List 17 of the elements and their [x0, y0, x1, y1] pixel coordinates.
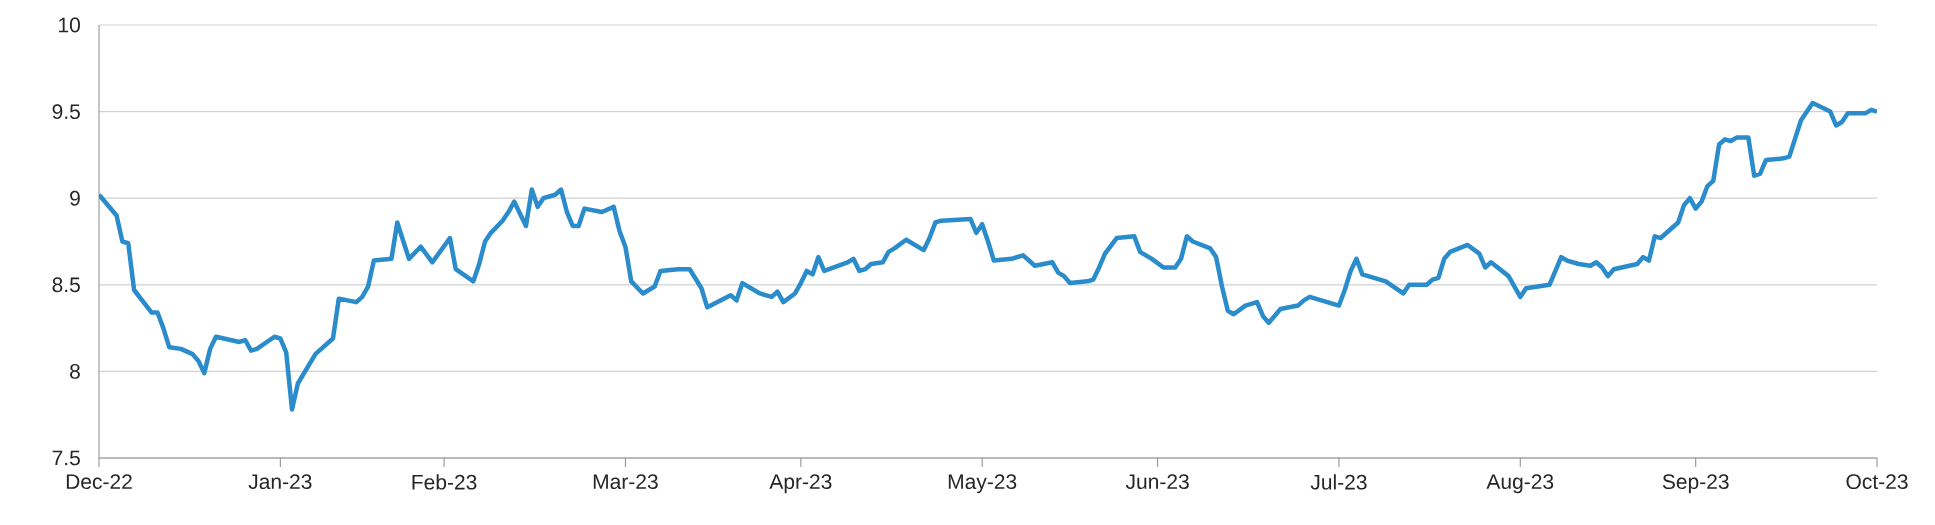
- x-tick-label: Dec-22: [66, 474, 132, 490]
- x-tick-label: Apr-23: [769, 474, 832, 494]
- x-tick-label: Jun-23: [1125, 474, 1189, 490]
- y-tick-label: 8.5: [52, 277, 80, 293]
- y-tick-label: 7.5: [52, 450, 80, 466]
- x-tick-label: Aug-23: [1486, 474, 1554, 494]
- x-tick-label: Feb-23: [412, 474, 477, 490]
- x-tick-label: Jan-23: [248, 474, 312, 490]
- y-tick-label: 9: [70, 190, 80, 206]
- y-tick-label: 8: [70, 363, 80, 379]
- y-tick-label: 9.5: [52, 104, 80, 120]
- x-tick-label: Mar-23: [593, 474, 658, 490]
- x-tick-label: Jul-23: [1310, 474, 1367, 490]
- x-tick-label: Sep-23: [1662, 474, 1729, 494]
- y-tick-label: 10: [59, 17, 80, 33]
- x-tick-label: May-23: [948, 474, 1017, 494]
- x-tick-label: Oct-23: [1846, 474, 1908, 490]
